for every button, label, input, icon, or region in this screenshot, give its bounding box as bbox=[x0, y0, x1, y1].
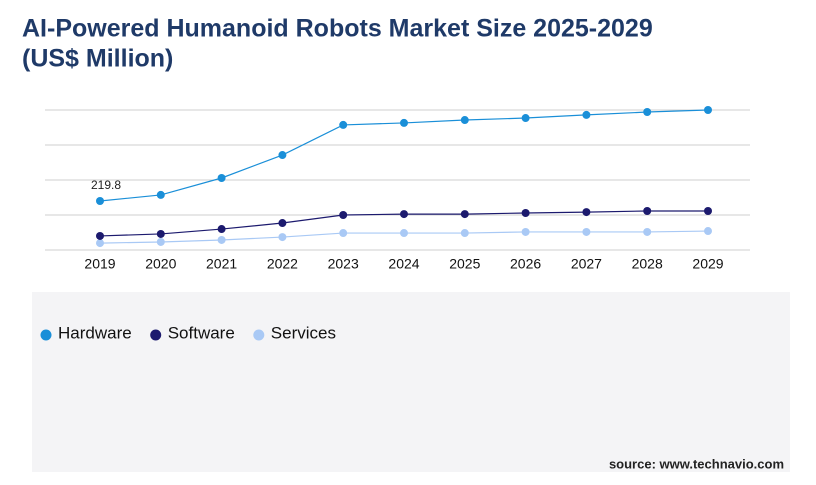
data-point bbox=[460, 116, 469, 125]
x-tick-label: 2021 bbox=[206, 256, 237, 272]
x-tick-label: 2029 bbox=[692, 256, 723, 272]
x-tick-label: 2022 bbox=[267, 256, 298, 272]
data-point bbox=[582, 110, 591, 119]
data-point bbox=[156, 190, 165, 199]
legend-label: Hardware bbox=[58, 323, 132, 342]
data-point bbox=[96, 231, 104, 240]
data-point bbox=[460, 229, 469, 238]
x-tick-label: 2019 bbox=[84, 256, 115, 272]
data-point bbox=[460, 210, 469, 219]
x-tick-label: 2028 bbox=[632, 256, 663, 272]
data-point bbox=[521, 208, 530, 217]
x-tick-label: 2023 bbox=[328, 256, 359, 272]
legend-label: Software bbox=[168, 323, 235, 342]
data-label: 219.8 bbox=[91, 178, 121, 192]
legend-marker bbox=[40, 329, 52, 341]
data-point bbox=[643, 206, 652, 215]
data-point bbox=[96, 197, 104, 205]
data-point bbox=[400, 229, 408, 238]
data-point bbox=[278, 233, 287, 242]
data-point bbox=[521, 227, 530, 236]
data-point bbox=[278, 219, 287, 228]
data-point bbox=[704, 206, 712, 215]
legend-marker bbox=[253, 329, 265, 341]
data-point bbox=[217, 173, 226, 182]
data-point bbox=[339, 229, 348, 238]
x-tick-label: 2026 bbox=[510, 256, 541, 272]
x-tick-label: 2025 bbox=[449, 256, 480, 272]
legend-label: Services bbox=[271, 323, 336, 342]
legend-panel bbox=[32, 292, 790, 472]
data-point bbox=[704, 227, 712, 236]
data-point bbox=[278, 151, 287, 160]
data-point bbox=[96, 239, 104, 248]
data-point bbox=[582, 208, 591, 217]
data-point bbox=[156, 229, 165, 238]
data-point bbox=[339, 211, 348, 219]
x-tick-label: 2020 bbox=[145, 256, 176, 272]
data-point bbox=[339, 120, 348, 129]
x-tick-label: 2024 bbox=[388, 256, 419, 272]
data-point bbox=[582, 227, 591, 236]
chart-title: AI-Powered Humanoid Robots Market Size 2… bbox=[22, 15, 653, 43]
data-point bbox=[156, 237, 165, 246]
data-point bbox=[643, 108, 652, 117]
data-point bbox=[643, 227, 652, 236]
data-point bbox=[217, 235, 226, 244]
data-point bbox=[521, 114, 530, 123]
source: source: www.technavio.com bbox=[609, 456, 784, 471]
chart-subtitle: (US$ Million) bbox=[22, 45, 173, 73]
data-point bbox=[217, 225, 226, 234]
data-point bbox=[400, 118, 408, 127]
data-point bbox=[400, 210, 408, 219]
data-point bbox=[704, 106, 712, 114]
x-tick-label: 2027 bbox=[571, 256, 602, 272]
legend-marker bbox=[150, 329, 162, 341]
